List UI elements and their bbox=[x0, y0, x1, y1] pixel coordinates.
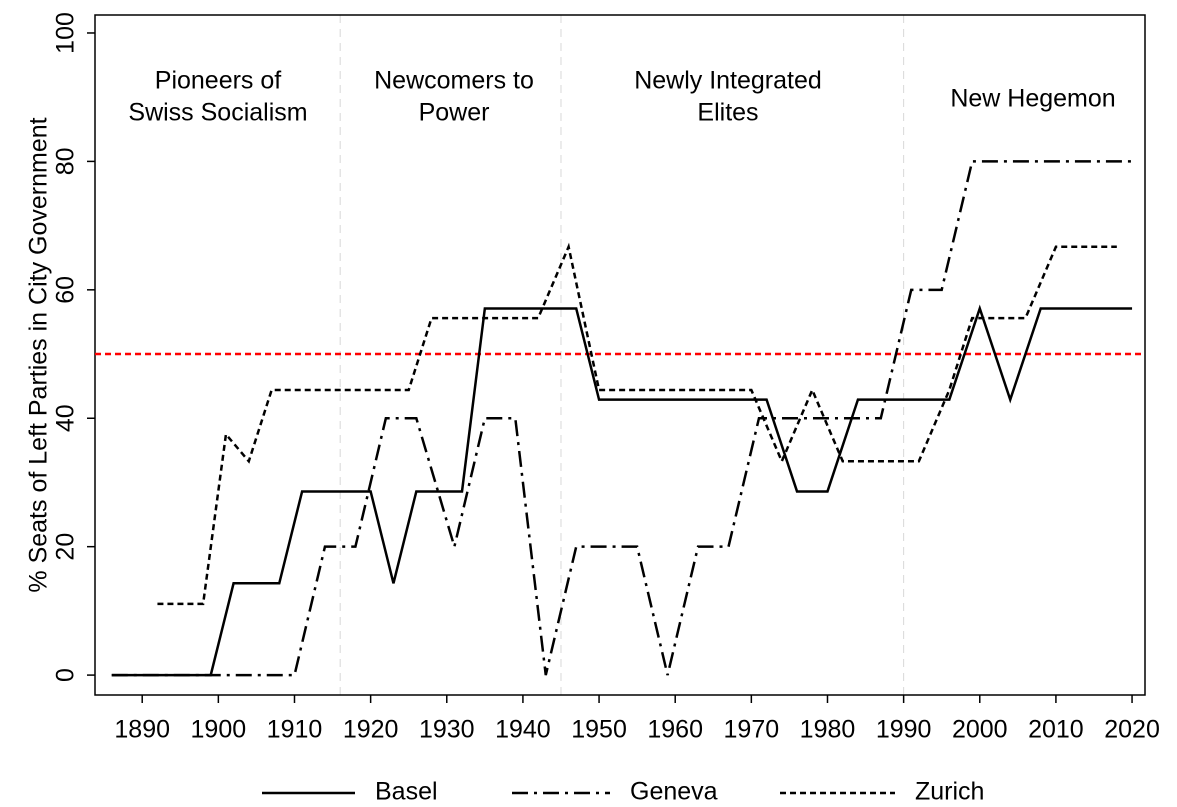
period-annotation: Elites bbox=[697, 99, 758, 127]
x-tick-label: 1930 bbox=[419, 716, 475, 744]
period-annotation: Swiss Socialism bbox=[128, 99, 307, 127]
y-tick-label: 100 bbox=[52, 12, 80, 54]
x-tick-label: 1900 bbox=[191, 716, 247, 744]
period-annotation: Pioneers of bbox=[155, 67, 282, 95]
x-tick-label: 2010 bbox=[1028, 716, 1084, 744]
x-tick-label: 1960 bbox=[647, 716, 703, 744]
legend-label: Zurich bbox=[915, 778, 984, 806]
x-tick-label: 2020 bbox=[1104, 716, 1160, 744]
x-tick-label: 1910 bbox=[267, 716, 323, 744]
x-tick-label: 1980 bbox=[800, 716, 856, 744]
x-tick-label: 1940 bbox=[495, 716, 551, 744]
y-tick-label: 20 bbox=[52, 533, 80, 561]
period-annotation: New Hegemon bbox=[950, 85, 1115, 113]
period-annotation: Newcomers to bbox=[374, 67, 534, 95]
x-tick-label: 1920 bbox=[343, 716, 399, 744]
period-annotation: Newly Integrated bbox=[634, 67, 822, 95]
y-axis-label: % Seats of Left Parties in City Governme… bbox=[25, 117, 53, 592]
legend-label: Basel bbox=[375, 778, 438, 806]
y-tick-label: 80 bbox=[52, 147, 80, 175]
y-tick-label: 0 bbox=[52, 668, 80, 682]
x-tick-label: 1890 bbox=[114, 716, 170, 744]
x-tick-label: 1970 bbox=[724, 716, 780, 744]
x-tick-label: 1950 bbox=[571, 716, 627, 744]
series-line bbox=[111, 160, 1133, 677]
legend-label: Geneva bbox=[630, 778, 718, 806]
y-tick-label: 40 bbox=[52, 404, 80, 432]
y-tick-label: 60 bbox=[52, 276, 80, 304]
period-annotation: Power bbox=[419, 99, 490, 127]
series-line bbox=[111, 304, 1133, 677]
x-tick-label: 2000 bbox=[952, 716, 1008, 744]
x-tick-label: 1990 bbox=[876, 716, 932, 744]
series-line bbox=[157, 242, 1117, 606]
